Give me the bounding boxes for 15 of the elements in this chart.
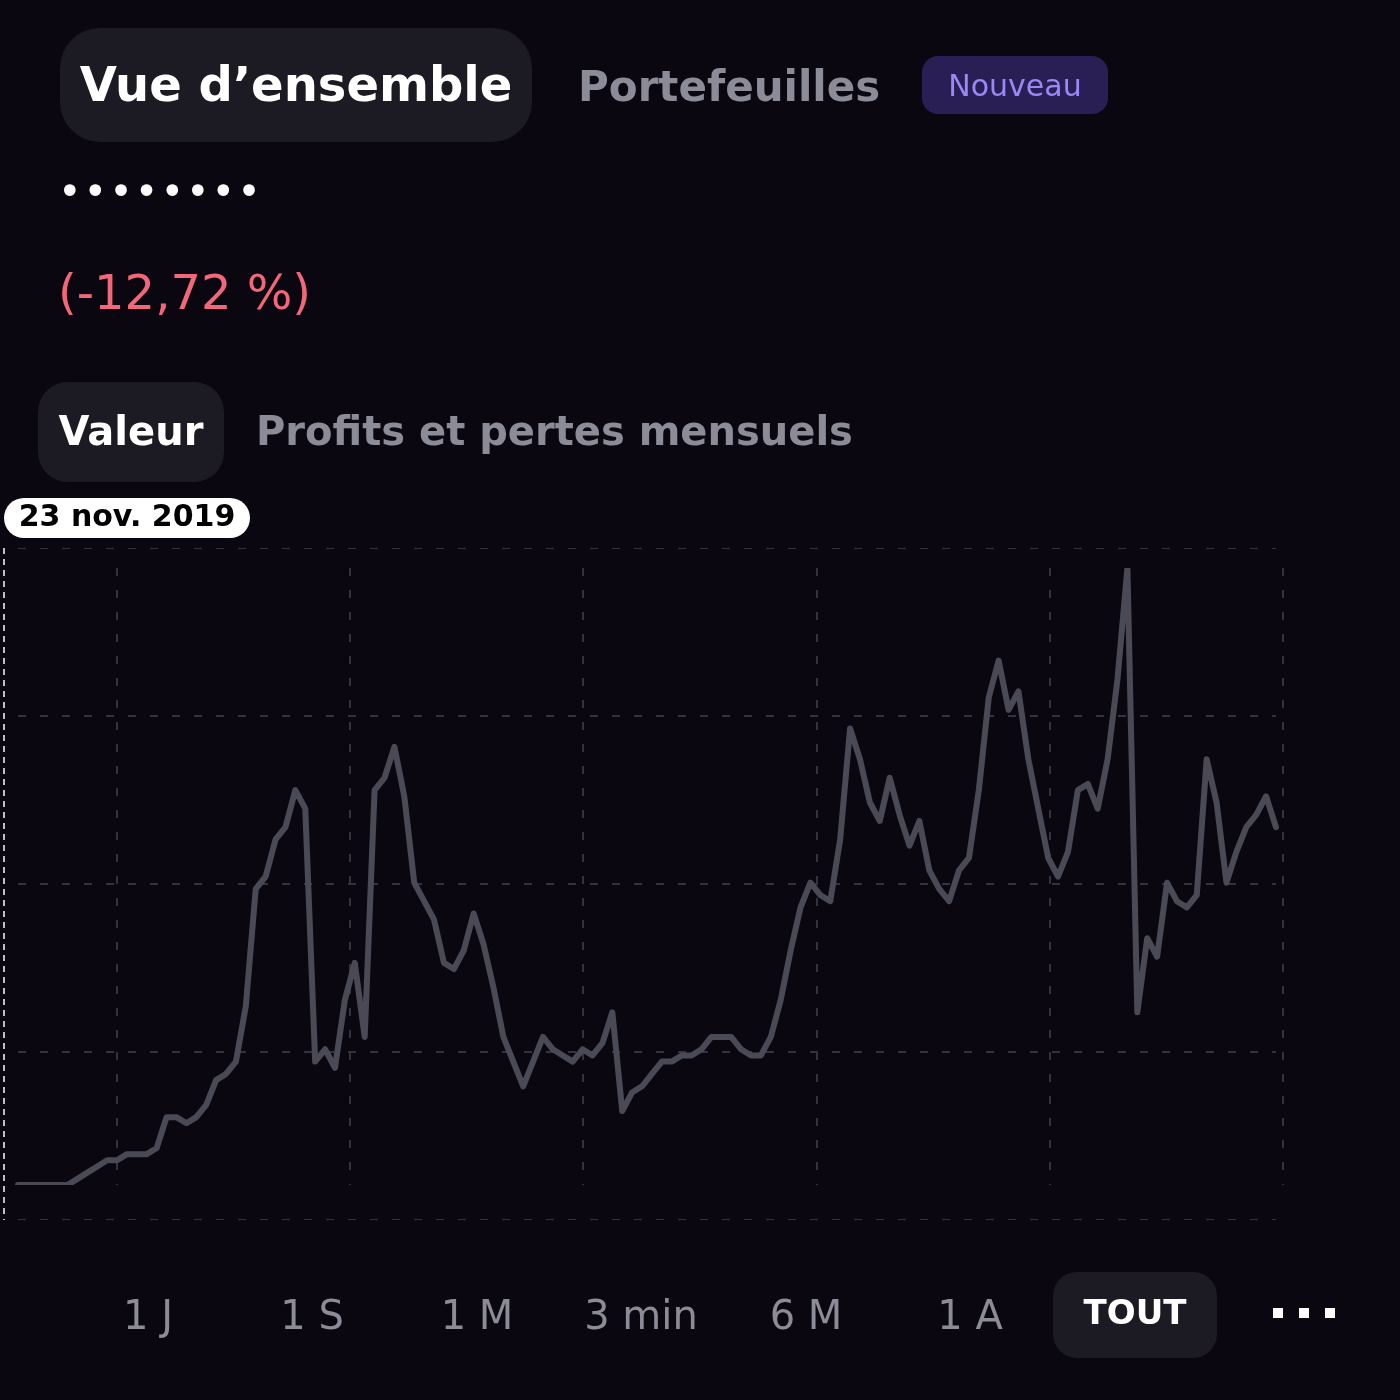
text: 1 S <box>279 1292 345 1338</box>
text: 1 M <box>439 1292 515 1338</box>
text: Portefeuilles <box>578 62 881 111</box>
text: 6 M <box>768 1292 844 1338</box>
text: Vue d’ensemble <box>78 56 514 112</box>
text: TOUT <box>1082 1292 1188 1332</box>
text: Nouveau <box>947 68 1083 103</box>
text: •••••••• <box>58 168 263 214</box>
text: 1 J <box>122 1292 174 1338</box>
text: (-12,72 %) <box>58 264 312 320</box>
text: 23 nov. 2019 <box>17 498 237 533</box>
text: 1 A <box>936 1292 1004 1338</box>
text: Valeur <box>57 408 205 454</box>
text: Profits et pertes mensuels <box>256 408 853 454</box>
text: 3 min <box>583 1292 699 1338</box>
